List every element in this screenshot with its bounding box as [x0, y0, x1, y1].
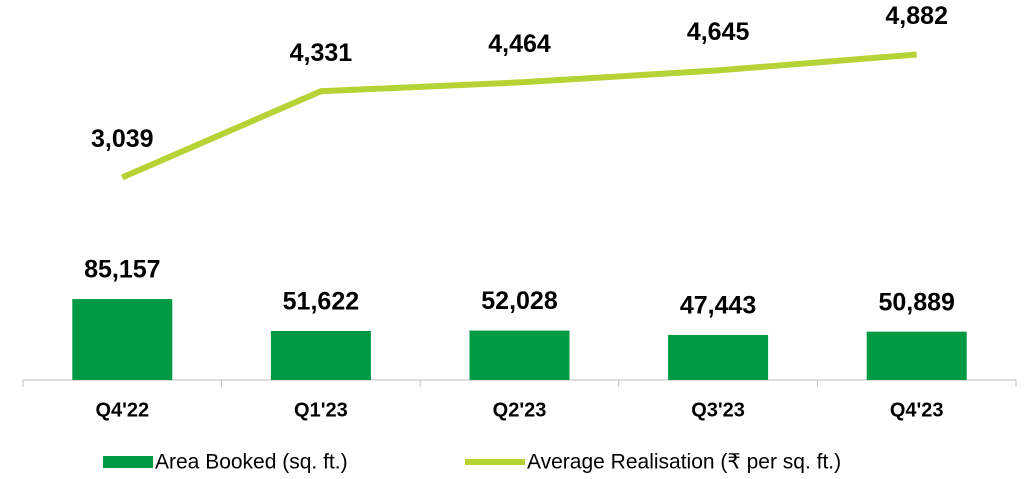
data-label: 52,028 — [481, 287, 558, 315]
data-label: 4,645 — [687, 18, 750, 46]
bar — [668, 334, 769, 380]
data-label: 85,157 — [84, 256, 160, 284]
x-tick-label: Q1'23 — [294, 399, 348, 421]
bar — [469, 330, 570, 380]
data-label: 50,889 — [878, 288, 954, 316]
line — [121, 51, 917, 181]
x-tick-label: Q4'22 — [95, 399, 149, 421]
data-label: 3,039 — [91, 125, 154, 153]
bar — [72, 299, 173, 380]
data-label: 4,464 — [488, 30, 551, 58]
bar — [866, 331, 967, 380]
legend-swatch — [103, 456, 153, 468]
data-label: 4,882 — [885, 2, 948, 30]
x-tick-label: Q4'23 — [890, 399, 944, 421]
data-label: 51,622 — [283, 288, 359, 316]
data-label: 4,331 — [290, 39, 353, 67]
x-tick-label: Q3'23 — [691, 399, 745, 421]
data-label: 47,443 — [680, 292, 756, 320]
legend-label: Area Booked (sq. ft.) — [155, 451, 348, 474]
bar — [270, 330, 371, 380]
x-tick-label: Q2'23 — [493, 399, 547, 421]
legend-label: Average Realisation (₹ per sq. ft.) — [527, 451, 841, 474]
